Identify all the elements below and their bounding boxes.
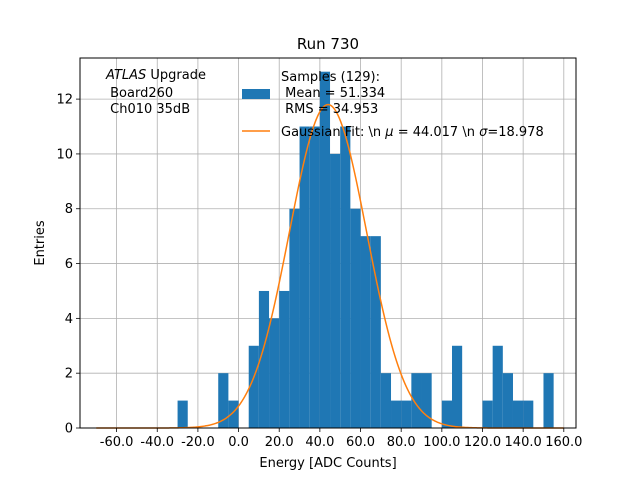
- histogram-bar: [360, 236, 371, 428]
- histogram-bar: [309, 126, 320, 428]
- board-label: Board260: [106, 86, 173, 101]
- y-tick-label: 8: [65, 202, 73, 217]
- histogram-bar: [452, 345, 463, 428]
- legend-fit-mu: μ: [384, 125, 393, 140]
- histogram-bar: [380, 373, 392, 428]
- histogram-bar: [502, 373, 513, 428]
- histogram-bar: [421, 373, 432, 428]
- x-tick-label: 80.0: [387, 435, 416, 450]
- histogram-bar: [482, 400, 493, 428]
- upgrade-label: Upgrade: [146, 68, 206, 83]
- histogram-bar: [340, 126, 351, 428]
- histogram-bar: [512, 400, 524, 428]
- x-tick-label: 60.0: [346, 435, 375, 450]
- histogram-bar: [289, 208, 300, 428]
- x-tick-label: -20.0: [181, 435, 215, 450]
- y-tick-label: 12: [56, 93, 73, 108]
- channel-label: Ch010 35dB: [106, 102, 190, 117]
- histogram-bar: [350, 208, 361, 428]
- y-tick-label: 2: [65, 367, 73, 382]
- x-tick-label: 20.0: [265, 435, 294, 450]
- legend-hist-label-line3: RMS = 34.953: [281, 102, 378, 117]
- x-axis-ticks: -60.0 -40.0 -20.0 0.0 20.0 40.0 60.0 80.0 100.0 1…: [100, 428, 582, 450]
- x-tick-label: -60.0: [100, 435, 134, 450]
- y-tick-label: 4: [65, 312, 73, 327]
- histogram-bar: [258, 290, 270, 428]
- legend-fit-suffix: =18.978: [487, 125, 543, 140]
- x-tick-label: 0.0: [228, 435, 249, 450]
- x-tick-label: 160.0: [545, 435, 582, 450]
- histogram-bar: [391, 400, 402, 428]
- y-tick-label: 0: [65, 422, 73, 437]
- histogram-bar: [411, 373, 422, 428]
- histogram-bar: [279, 290, 290, 428]
- histogram-bar: [543, 373, 554, 428]
- y-axis-ticks: 0 2 4 6 8 10 12: [56, 93, 80, 437]
- legend: Samples (129): Mean = 51.334 RMS = 34.95…: [242, 70, 544, 140]
- x-tick-label: 120.0: [464, 435, 501, 450]
- chart-title: Run 730: [297, 35, 359, 53]
- histogram-bar: [177, 400, 188, 428]
- y-tick-label: 6: [65, 257, 73, 272]
- histogram-bars: [177, 71, 554, 429]
- histogram-bar: [492, 345, 503, 428]
- histogram-bar: [319, 71, 331, 428]
- x-tick-label: 40.0: [305, 435, 334, 450]
- y-axis-label: Entries: [33, 220, 48, 266]
- legend-hist-label-line2: Mean = 51.334: [281, 86, 385, 101]
- x-tick-label: 100.0: [423, 435, 460, 450]
- legend-fit-mid: = 44.017 \n: [394, 125, 480, 140]
- histogram-bar: [441, 400, 452, 428]
- histogram-bar: [401, 400, 412, 428]
- legend-fit-label: Gaussian Fit: \n μ = 44.017 \n σ=18.978: [281, 125, 544, 140]
- x-axis-label: Energy [ADC Counts]: [259, 456, 396, 471]
- histogram-bar: [248, 345, 259, 428]
- atlas-annotation-line1: ATLAS Upgrade: [105, 68, 206, 83]
- legend-hist-swatch: [242, 89, 270, 99]
- histogram-bar: [370, 236, 381, 428]
- histogram-bar: [228, 400, 239, 428]
- y-tick-label: 10: [56, 147, 73, 162]
- legend-fit-prefix: Gaussian Fit: \n: [281, 125, 385, 140]
- histogram-bar: [523, 400, 534, 428]
- histogram-bar: [218, 373, 229, 428]
- legend-hist-label-line1: Samples (129):: [281, 70, 380, 85]
- plot-frame: [79, 57, 577, 429]
- x-tick-label: 140.0: [505, 435, 542, 450]
- histogram-bar: [330, 153, 341, 429]
- atlas-label: ATLAS: [105, 68, 146, 83]
- histogram-bar: [269, 318, 280, 428]
- x-tick-label: -40.0: [140, 435, 174, 450]
- legend-fit-sigma: σ: [479, 125, 488, 140]
- histogram-bar: [299, 126, 310, 428]
